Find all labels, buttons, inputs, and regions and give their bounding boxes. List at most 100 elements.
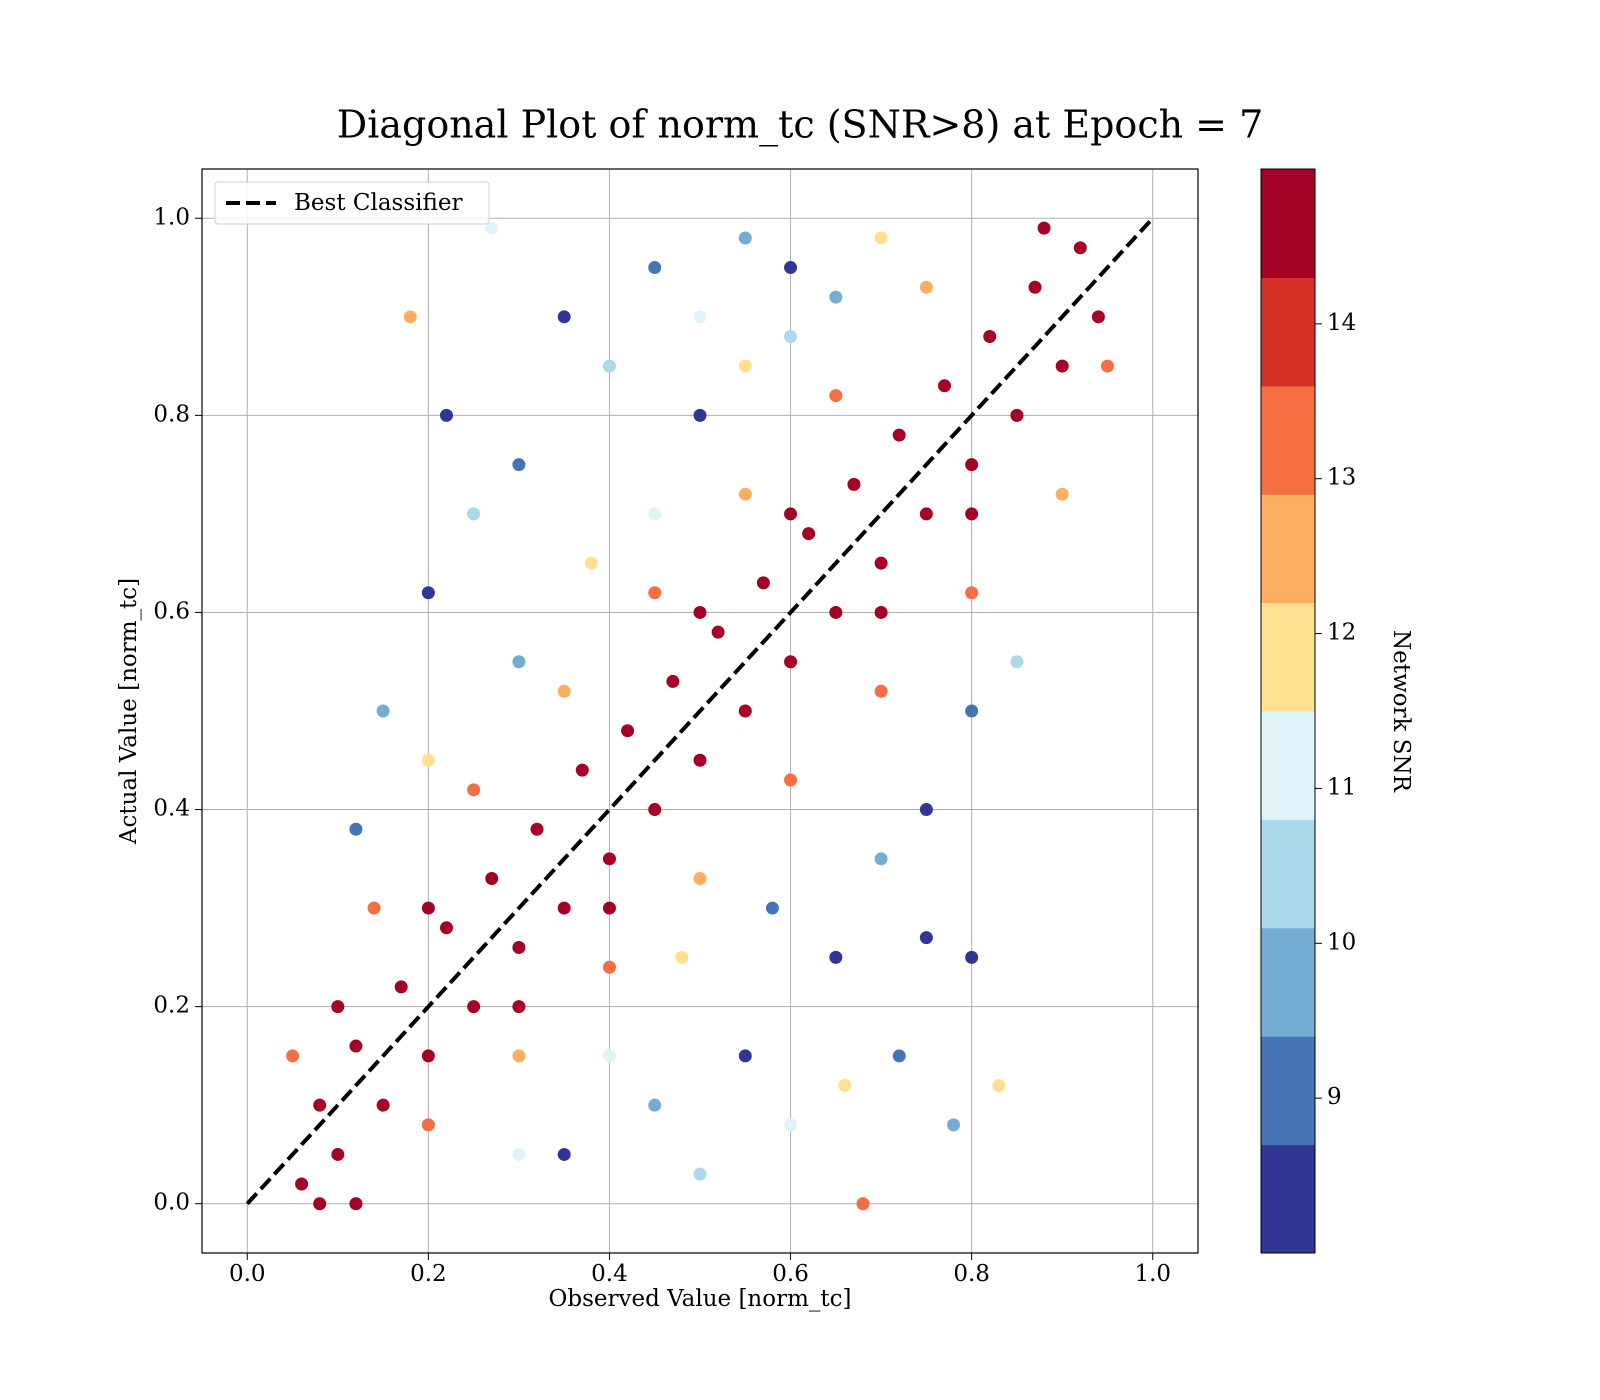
- point: [313, 1197, 327, 1211]
- point: [965, 458, 979, 472]
- point: [621, 724, 635, 738]
- point: [367, 901, 381, 915]
- point: [1091, 310, 1105, 324]
- colorbar-tick-label: 13: [1327, 465, 1356, 491]
- x-tick-label: 1.0: [1134, 1261, 1171, 1287]
- point: [286, 1049, 300, 1063]
- point: [829, 290, 843, 304]
- y-tick-label: 0.8: [153, 401, 190, 427]
- point: [467, 1000, 481, 1014]
- point: [947, 1118, 961, 1132]
- colorbar-band: [1261, 1144, 1315, 1254]
- point: [965, 507, 979, 521]
- x-tick-label: 0.8: [953, 1261, 990, 1287]
- point: [738, 704, 752, 718]
- point: [693, 1167, 707, 1181]
- point: [711, 625, 725, 639]
- point: [331, 1147, 345, 1161]
- point: [756, 576, 770, 590]
- x-tick-label: 0.0: [229, 1261, 266, 1287]
- point: [421, 586, 435, 600]
- x-tick-label: 0.4: [591, 1261, 628, 1287]
- point: [765, 901, 779, 915]
- point: [829, 389, 843, 403]
- point: [313, 1098, 327, 1112]
- point: [602, 1049, 616, 1063]
- point: [965, 950, 979, 964]
- point: [892, 1049, 906, 1063]
- point: [693, 753, 707, 767]
- point: [349, 1039, 363, 1053]
- x-axis-label: Observed Value [norm_tc]: [549, 1286, 852, 1312]
- point: [349, 1197, 363, 1211]
- point: [802, 527, 816, 541]
- point: [1010, 408, 1024, 422]
- point: [648, 261, 662, 275]
- point: [874, 556, 888, 570]
- point: [784, 655, 798, 669]
- plot-frame: [201, 168, 1199, 1254]
- colorbar-band: [1261, 819, 1315, 929]
- y-tick-label: 0.0: [153, 1190, 190, 1216]
- point: [1028, 280, 1042, 294]
- point: [675, 950, 689, 964]
- point: [467, 507, 481, 521]
- point: [892, 428, 906, 442]
- point: [874, 852, 888, 866]
- point: [584, 556, 598, 570]
- point: [784, 773, 798, 787]
- point: [512, 1000, 526, 1014]
- point: [1055, 487, 1069, 501]
- point: [439, 408, 453, 422]
- point: [1073, 241, 1087, 255]
- point: [602, 359, 616, 373]
- point: [847, 477, 861, 491]
- point: [512, 1147, 526, 1161]
- point: [784, 1118, 798, 1132]
- colorbar-band: [1261, 494, 1315, 604]
- y-tick-label: 0.4: [153, 796, 190, 822]
- colorbar-band: [1261, 1036, 1315, 1146]
- point: [557, 310, 571, 324]
- point: [557, 1147, 571, 1161]
- point: [403, 310, 417, 324]
- point: [648, 507, 662, 521]
- point: [557, 684, 571, 698]
- point: [919, 507, 933, 521]
- point: [295, 1177, 309, 1191]
- point: [838, 1078, 852, 1092]
- point: [1010, 655, 1024, 669]
- point: [856, 1197, 870, 1211]
- point: [421, 901, 435, 915]
- colorbar-tick-label: 14: [1327, 310, 1356, 336]
- point: [512, 941, 526, 955]
- point: [919, 803, 933, 817]
- point: [738, 1049, 752, 1063]
- point: [738, 487, 752, 501]
- point: [439, 921, 453, 935]
- point: [693, 408, 707, 422]
- point: [648, 803, 662, 817]
- point: [693, 605, 707, 619]
- point: [874, 605, 888, 619]
- point: [376, 1098, 390, 1112]
- point: [512, 458, 526, 472]
- x-tick-label: 0.2: [410, 1261, 447, 1287]
- colorbar-band: [1261, 169, 1315, 278]
- point: [557, 901, 571, 915]
- point: [1100, 359, 1114, 373]
- colorbar-tick-label: 11: [1327, 774, 1356, 800]
- point: [992, 1078, 1006, 1092]
- point: [512, 655, 526, 669]
- point: [394, 980, 408, 994]
- point: [919, 931, 933, 945]
- colorbar-band: [1261, 927, 1315, 1037]
- point: [784, 261, 798, 275]
- point: [602, 901, 616, 915]
- legend-label: Best Classifier: [294, 190, 462, 216]
- colorbar-frame: [1260, 168, 1316, 1254]
- point: [874, 684, 888, 698]
- point: [376, 704, 390, 718]
- point: [421, 1049, 435, 1063]
- point: [575, 763, 589, 777]
